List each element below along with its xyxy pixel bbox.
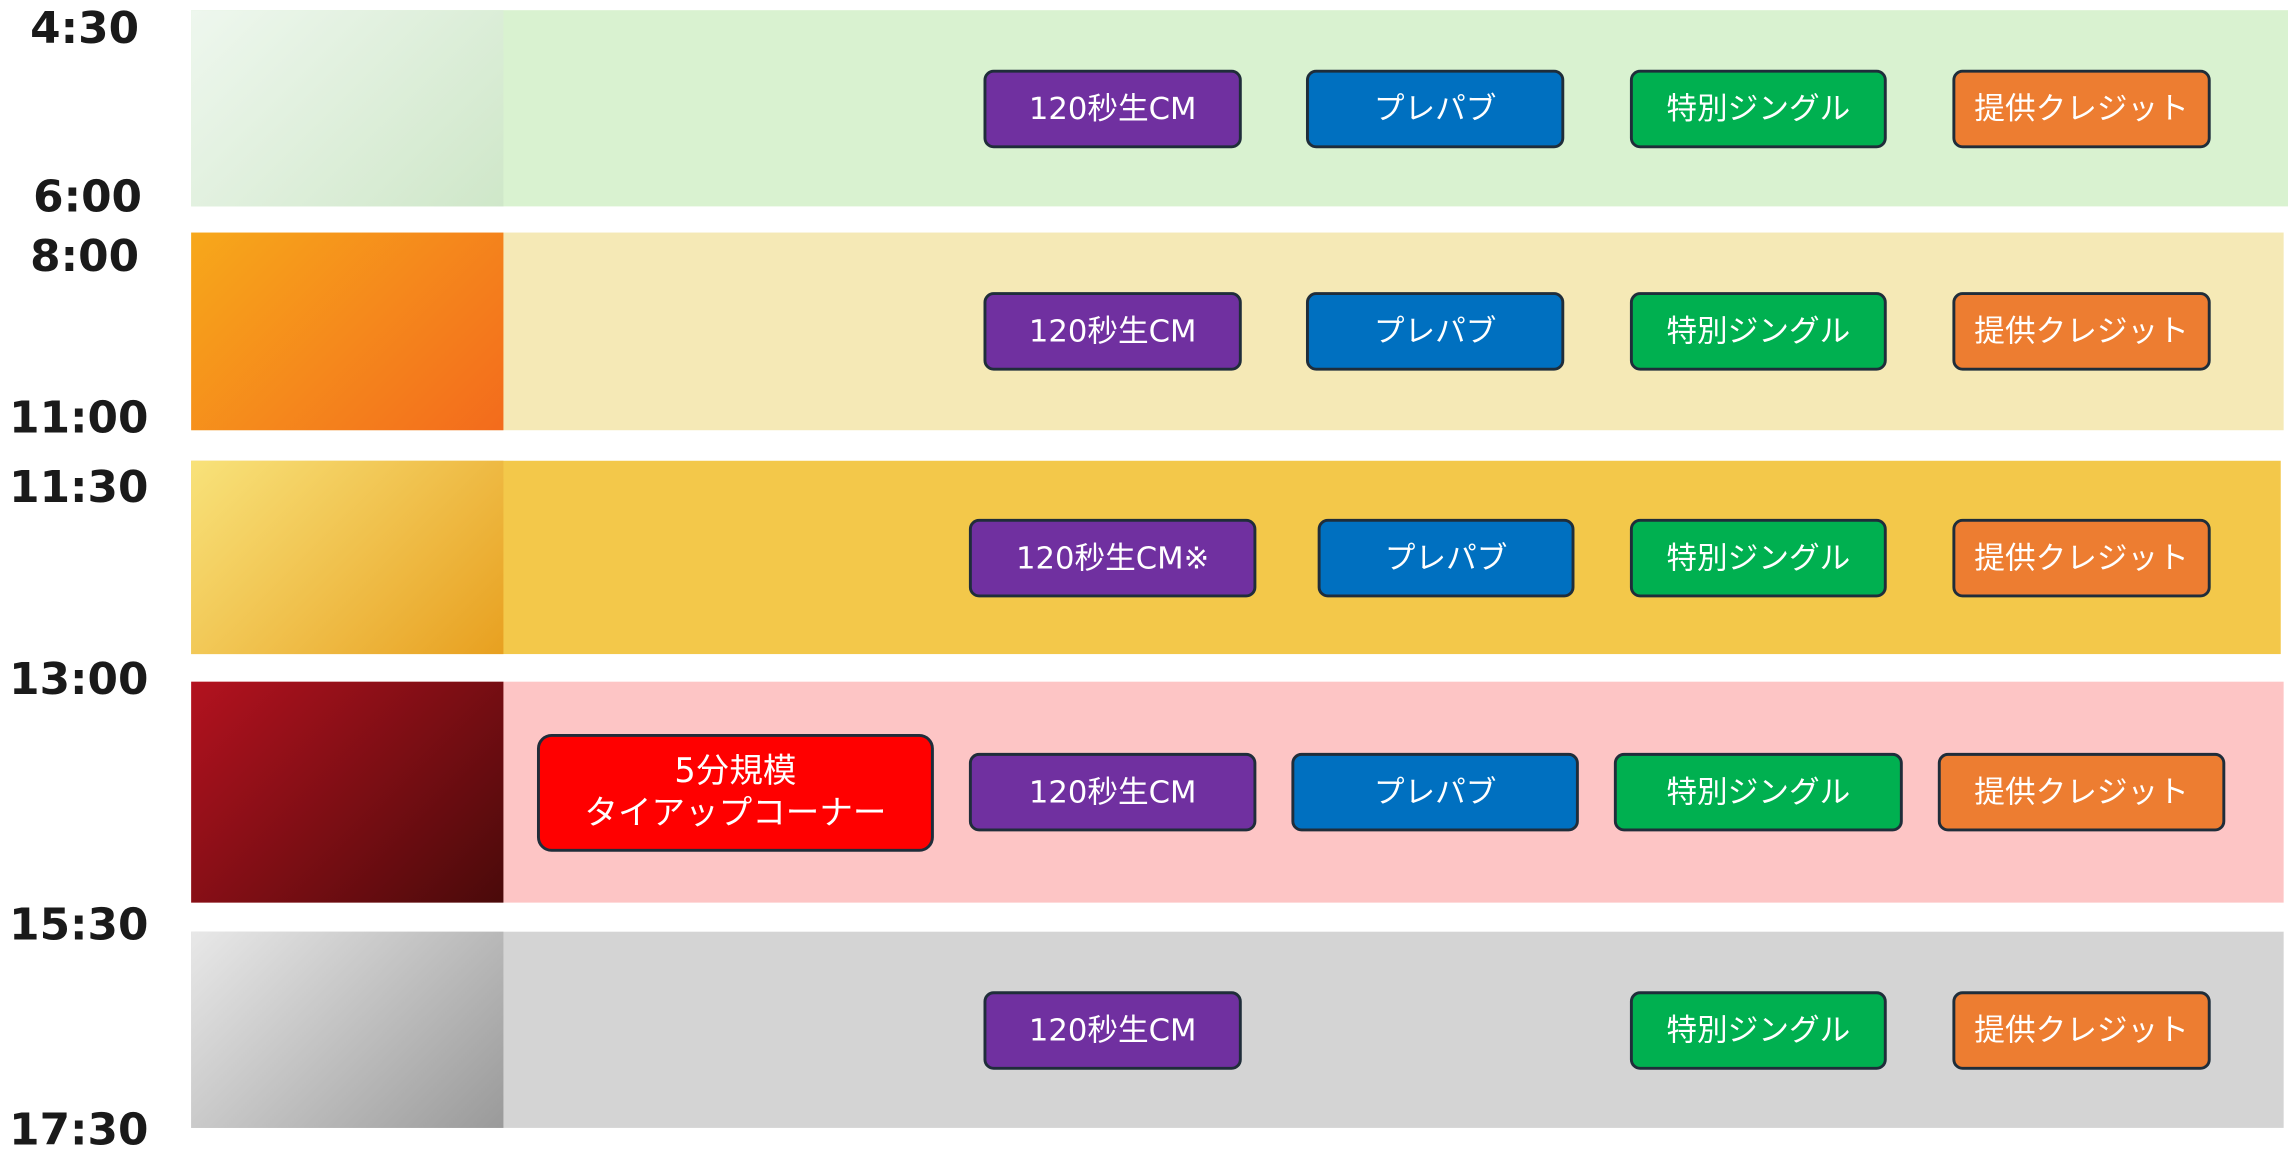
button-label: 120秒生CM※ [1015,540,1210,576]
button-label: 特別ジングル [1666,91,1851,127]
button-label: プレパブ [1373,313,1497,349]
slot-button: 特別ジングル [1629,518,1887,598]
program-image [191,460,504,655]
button-label: 5分規模 [674,752,797,791]
button-label: 特別ジングル [1666,540,1851,576]
slot-button: 提供クレジット [1952,518,2211,598]
slot-button: 120秒生CM※ [968,518,1257,598]
time-label: 6:00 [33,172,142,224]
time-label: 13:00 [9,654,149,706]
button-label: 提供クレジット [1974,313,2189,349]
slot-button: 120秒生CM [983,991,1242,1070]
program-image [191,681,504,903]
button-label: 特別ジングル [1666,313,1851,349]
time-label: 15:30 [9,900,149,952]
button-label: プレパブ [1384,540,1508,576]
button-label: タイアップコーナー [584,794,887,833]
slot-button: 提供クレジット [1952,69,2211,149]
slot-button: 120秒生CM [968,752,1257,832]
button-label: 提供クレジット [1974,91,2189,127]
slot-button: 120秒生CM [983,69,1242,149]
slot-button: 特別ジングル [1629,292,1887,371]
button-label: 特別ジングル [1666,774,1851,810]
program-image [191,232,504,431]
time-label: 8:00 [30,231,140,283]
button-label: 120秒生CM [1028,774,1197,810]
time-label: 17:30 [9,1105,149,1157]
slot-button: 120秒生CM [983,292,1242,371]
slot-button: 提供クレジット [1937,752,2226,832]
slot-button: プレパブ [1291,752,1579,832]
slot-button: 特別ジングル [1629,69,1887,149]
button-label: 120秒生CM [1028,91,1197,127]
slot-button: 提供クレジット [1952,991,2211,1070]
program-image [191,931,504,1128]
time-label: 4:30 [30,3,140,55]
button-label: 特別ジングル [1666,1012,1851,1048]
button-label: 120秒生CM [1028,1012,1197,1048]
slot-button: 特別ジングル [1613,752,1903,832]
slot-button: 特別ジングル [1629,991,1887,1070]
button-label: 120秒生CM [1028,313,1197,349]
slot-button: プレパブ [1305,292,1565,371]
slot-button: 5分規模 タイアップコーナー [536,734,934,852]
program-image [191,10,504,207]
button-label: 提供クレジット [1974,540,2189,576]
slot-button: プレパブ [1305,69,1565,149]
button-label: プレパブ [1373,91,1497,127]
button-label: 提供クレジット [1974,1012,2189,1048]
time-label: 11:00 [9,393,149,445]
slot-button: プレパブ [1317,518,1575,598]
time-label: 11:30 [9,462,149,514]
slot-button: 提供クレジット [1952,292,2211,371]
button-label: 提供クレジット [1974,774,2189,810]
button-label: プレパブ [1373,774,1497,810]
